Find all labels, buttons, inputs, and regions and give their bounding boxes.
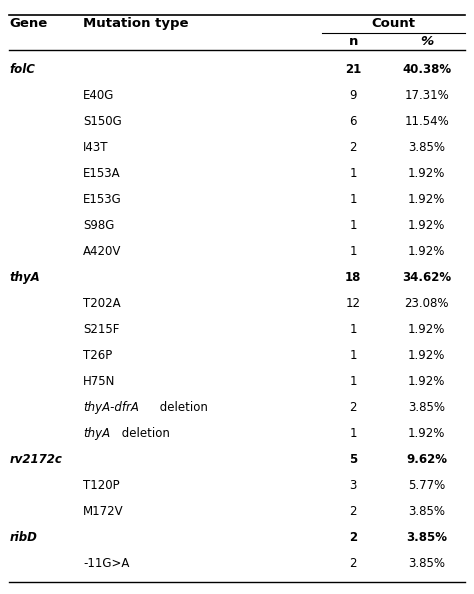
Text: 1: 1 [349,193,357,206]
Text: M172V: M172V [83,505,124,518]
Text: 9.62%: 9.62% [406,453,447,466]
Text: E153G: E153G [83,193,122,206]
Text: 1.92%: 1.92% [408,426,445,440]
Text: 2: 2 [349,141,357,154]
Text: Gene: Gene [9,17,48,30]
Text: 1.92%: 1.92% [408,193,445,206]
Text: 5: 5 [349,453,357,466]
Text: 3.85%: 3.85% [408,141,445,154]
Text: 12: 12 [346,297,361,310]
Text: 1.92%: 1.92% [408,375,445,388]
Text: 11.54%: 11.54% [404,115,449,128]
Text: I43T: I43T [83,141,109,154]
Text: 6: 6 [349,115,357,128]
Text: 3.85%: 3.85% [408,401,445,414]
Text: S150G: S150G [83,115,122,128]
Text: 17.31%: 17.31% [404,89,449,102]
Text: 1.92%: 1.92% [408,245,445,258]
Text: 1: 1 [349,349,357,362]
Text: 5.77%: 5.77% [408,479,445,492]
Text: 23.08%: 23.08% [404,297,449,310]
Text: -11G>A: -11G>A [83,557,129,570]
Text: n: n [348,35,358,48]
Text: 3.85%: 3.85% [408,557,445,570]
Text: S98G: S98G [83,219,114,232]
Text: 9: 9 [349,89,357,102]
Text: 2: 2 [349,401,357,414]
Text: thyA: thyA [9,271,40,284]
Text: 34.62%: 34.62% [402,271,451,284]
Text: 2: 2 [349,557,357,570]
Text: 3: 3 [349,479,357,492]
Text: T120P: T120P [83,479,119,492]
Text: 40.38%: 40.38% [402,63,451,76]
Text: %: % [420,35,433,48]
Text: E153A: E153A [83,167,120,180]
Text: 21: 21 [345,63,361,76]
Text: T202A: T202A [83,297,120,310]
Text: 1: 1 [349,323,357,336]
Text: 1: 1 [349,245,357,258]
Text: 1: 1 [349,375,357,388]
Text: 1.92%: 1.92% [408,323,445,336]
Text: 1.92%: 1.92% [408,349,445,362]
Text: thyA-dfrA: thyA-dfrA [83,401,139,414]
Text: 1: 1 [349,219,357,232]
Text: 2: 2 [349,530,357,544]
Text: 1.92%: 1.92% [408,167,445,180]
Text: 1: 1 [349,167,357,180]
Text: T26P: T26P [83,349,112,362]
Text: deletion: deletion [118,426,170,440]
Text: rv2172c: rv2172c [9,453,63,466]
Text: thyA: thyA [83,426,110,440]
Text: E40G: E40G [83,89,114,102]
Text: Mutation type: Mutation type [83,17,189,30]
Text: 18: 18 [345,271,361,284]
Text: 2: 2 [349,505,357,518]
Text: A420V: A420V [83,245,121,258]
Text: Count: Count [372,17,415,30]
Text: 3.85%: 3.85% [408,505,445,518]
Text: 1.92%: 1.92% [408,219,445,232]
Text: H75N: H75N [83,375,115,388]
Text: 1: 1 [349,426,357,440]
Text: ribD: ribD [9,530,37,544]
Text: 3.85%: 3.85% [406,530,447,544]
Text: deletion: deletion [156,401,208,414]
Text: S215F: S215F [83,323,119,336]
Text: folC: folC [9,63,36,76]
